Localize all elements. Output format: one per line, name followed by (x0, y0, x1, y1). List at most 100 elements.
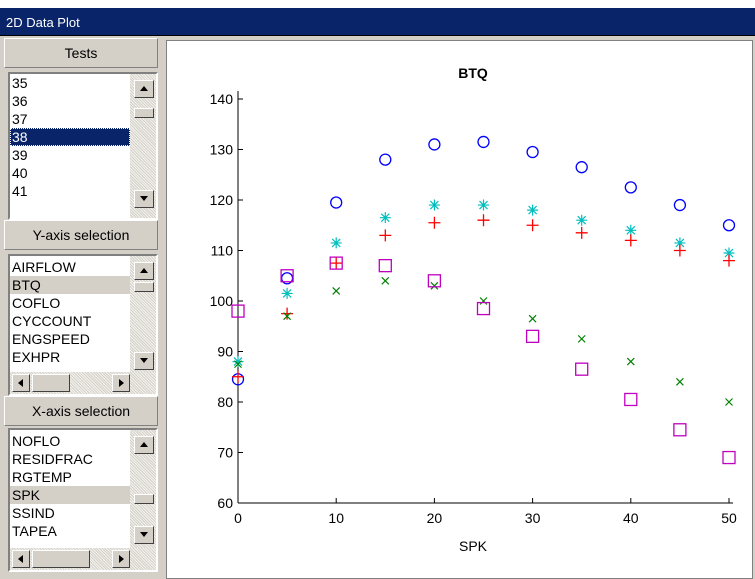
scatter-plot: BTQ SPK 60 70 80 90 100 110 120 130 140 0 10 20 30 40… (210, 65, 737, 554)
circle-marker (428, 138, 441, 151)
plus-marker (723, 254, 735, 267)
plus-marker (232, 370, 244, 383)
circle-marker (722, 219, 736, 232)
square-marker (624, 392, 638, 407)
scroll-left-button[interactable] (12, 550, 30, 568)
selection-panel: Tests 35 36 37 38 39 40 41 Y-axis select… (0, 36, 162, 579)
star-marker (428, 199, 440, 211)
arrow-right-icon (119, 555, 124, 563)
star-marker (674, 237, 686, 249)
y-axis-horizontal-scrollbar[interactable] (10, 372, 156, 394)
list-item[interactable]: ENGSPEED (12, 331, 90, 347)
arrow-up-icon (140, 268, 148, 273)
list-item[interactable]: 37 (12, 111, 28, 127)
list-item[interactable]: TAPEA (12, 523, 57, 539)
scroll-down-button[interactable] (134, 352, 154, 370)
scroll-thumb[interactable] (32, 374, 70, 392)
plus-marker (477, 214, 490, 227)
star-marker (625, 224, 637, 236)
scroll-up-button[interactable] (134, 436, 154, 454)
y-tick-label: 120 (210, 192, 234, 208)
window-title: 2D Data Plot (6, 15, 80, 30)
y-tick-label: 110 (211, 243, 234, 259)
y-axis-items: AIRFLOW BTQ COFLO CYCCOUNT ENGSPEED EXHP… (10, 258, 130, 366)
arrow-right-icon (119, 379, 124, 387)
plus-marker (330, 257, 343, 270)
x-tick-label: 40 (623, 510, 639, 526)
square-marker (427, 274, 442, 288)
arrow-down-icon (140, 196, 148, 201)
plus-marker (428, 216, 441, 229)
list-item[interactable]: 40 (12, 165, 28, 181)
x-marker (725, 398, 733, 406)
tests-items: 35 36 37 38 39 40 41 (10, 74, 130, 200)
scroll-left-button[interactable] (12, 374, 30, 392)
square-marker (280, 269, 294, 283)
plus-marker (624, 234, 637, 247)
list-item[interactable]: 39 (12, 147, 28, 163)
circle-marker (575, 161, 588, 174)
data-marks (231, 135, 736, 465)
star-marker (232, 356, 244, 368)
star-marker (281, 287, 293, 299)
x-tick-label: 30 (525, 510, 541, 526)
y-tick-label: 80 (217, 394, 233, 410)
square-marker (525, 329, 540, 344)
x-axis-vertical-scrollbar[interactable] (130, 430, 156, 548)
x-axis-horizontal-scrollbar[interactable] (10, 548, 156, 570)
list-item[interactable]: CYCCOUNT (12, 313, 92, 329)
x-tick-label: 0 (234, 510, 242, 526)
circle-marker (379, 153, 392, 166)
scroll-right-button[interactable] (112, 550, 130, 568)
circle-marker (673, 198, 687, 212)
y-tick-label: 60 (217, 495, 233, 511)
star-marker (723, 247, 735, 259)
list-item[interactable]: 36 (12, 93, 28, 109)
list-item[interactable]: EXHPR (12, 349, 61, 365)
star-marker (478, 199, 489, 211)
list-item-selected[interactable]: SPK (10, 486, 130, 504)
y-tick-label: 130 (210, 142, 234, 158)
x-marker (577, 334, 586, 343)
scroll-thumb[interactable] (134, 282, 154, 292)
window-titlebar: 2D Data Plot (0, 8, 755, 36)
y-tick-label: 70 (217, 445, 233, 461)
scroll-up-button[interactable] (134, 262, 154, 280)
scroll-right-button[interactable] (112, 374, 130, 392)
list-item[interactable]: SSIND (12, 505, 55, 521)
arrow-up-icon (140, 86, 148, 91)
top-strip (0, 0, 755, 8)
list-item[interactable]: COFLO (12, 295, 61, 311)
x-axis-listbox[interactable]: NOFLO RESIDFRAC RGTEMP SPK SSIND TAPEA (8, 428, 158, 572)
scroll-down-button[interactable] (134, 190, 154, 208)
arrow-down-icon (140, 358, 148, 363)
scroll-down-button[interactable] (134, 526, 154, 544)
x-marker (675, 377, 684, 386)
x-marker (234, 360, 242, 369)
chart-title: BTQ (458, 65, 488, 81)
list-item[interactable]: RESIDFRAC (12, 451, 93, 467)
list-item[interactable]: 35 (12, 75, 28, 91)
list-item[interactable]: RGTEMP (12, 469, 72, 485)
scroll-up-button[interactable] (134, 80, 154, 98)
arrow-left-icon (18, 379, 23, 387)
star-marker (527, 204, 539, 216)
axes: 60 70 80 90 100 110 120 130 140 0 10 20 30 40 50 (210, 91, 737, 526)
tests-vertical-scrollbar[interactable] (130, 74, 156, 218)
y-tick-label: 140 (210, 91, 234, 107)
list-item[interactable]: NOFLO (12, 433, 61, 449)
scroll-thumb[interactable] (134, 108, 154, 118)
y-axis-vertical-scrollbar[interactable] (130, 256, 156, 372)
list-item[interactable]: 41 (12, 183, 28, 199)
square-marker (575, 362, 589, 376)
y-axis-listbox[interactable]: AIRFLOW BTQ COFLO CYCCOUNT ENGSPEED EXHP… (8, 254, 158, 396)
list-item-selected[interactable]: BTQ (10, 276, 130, 294)
list-item[interactable]: AIRFLOW (12, 259, 76, 275)
square-marker (231, 304, 245, 318)
scroll-thumb[interactable] (32, 550, 90, 568)
square-marker (722, 450, 736, 465)
list-item-selected[interactable]: 38 (10, 128, 130, 146)
scroll-thumb[interactable] (134, 494, 154, 504)
square-marker (476, 301, 491, 316)
tests-listbox[interactable]: 35 36 37 38 39 40 41 (8, 72, 158, 220)
